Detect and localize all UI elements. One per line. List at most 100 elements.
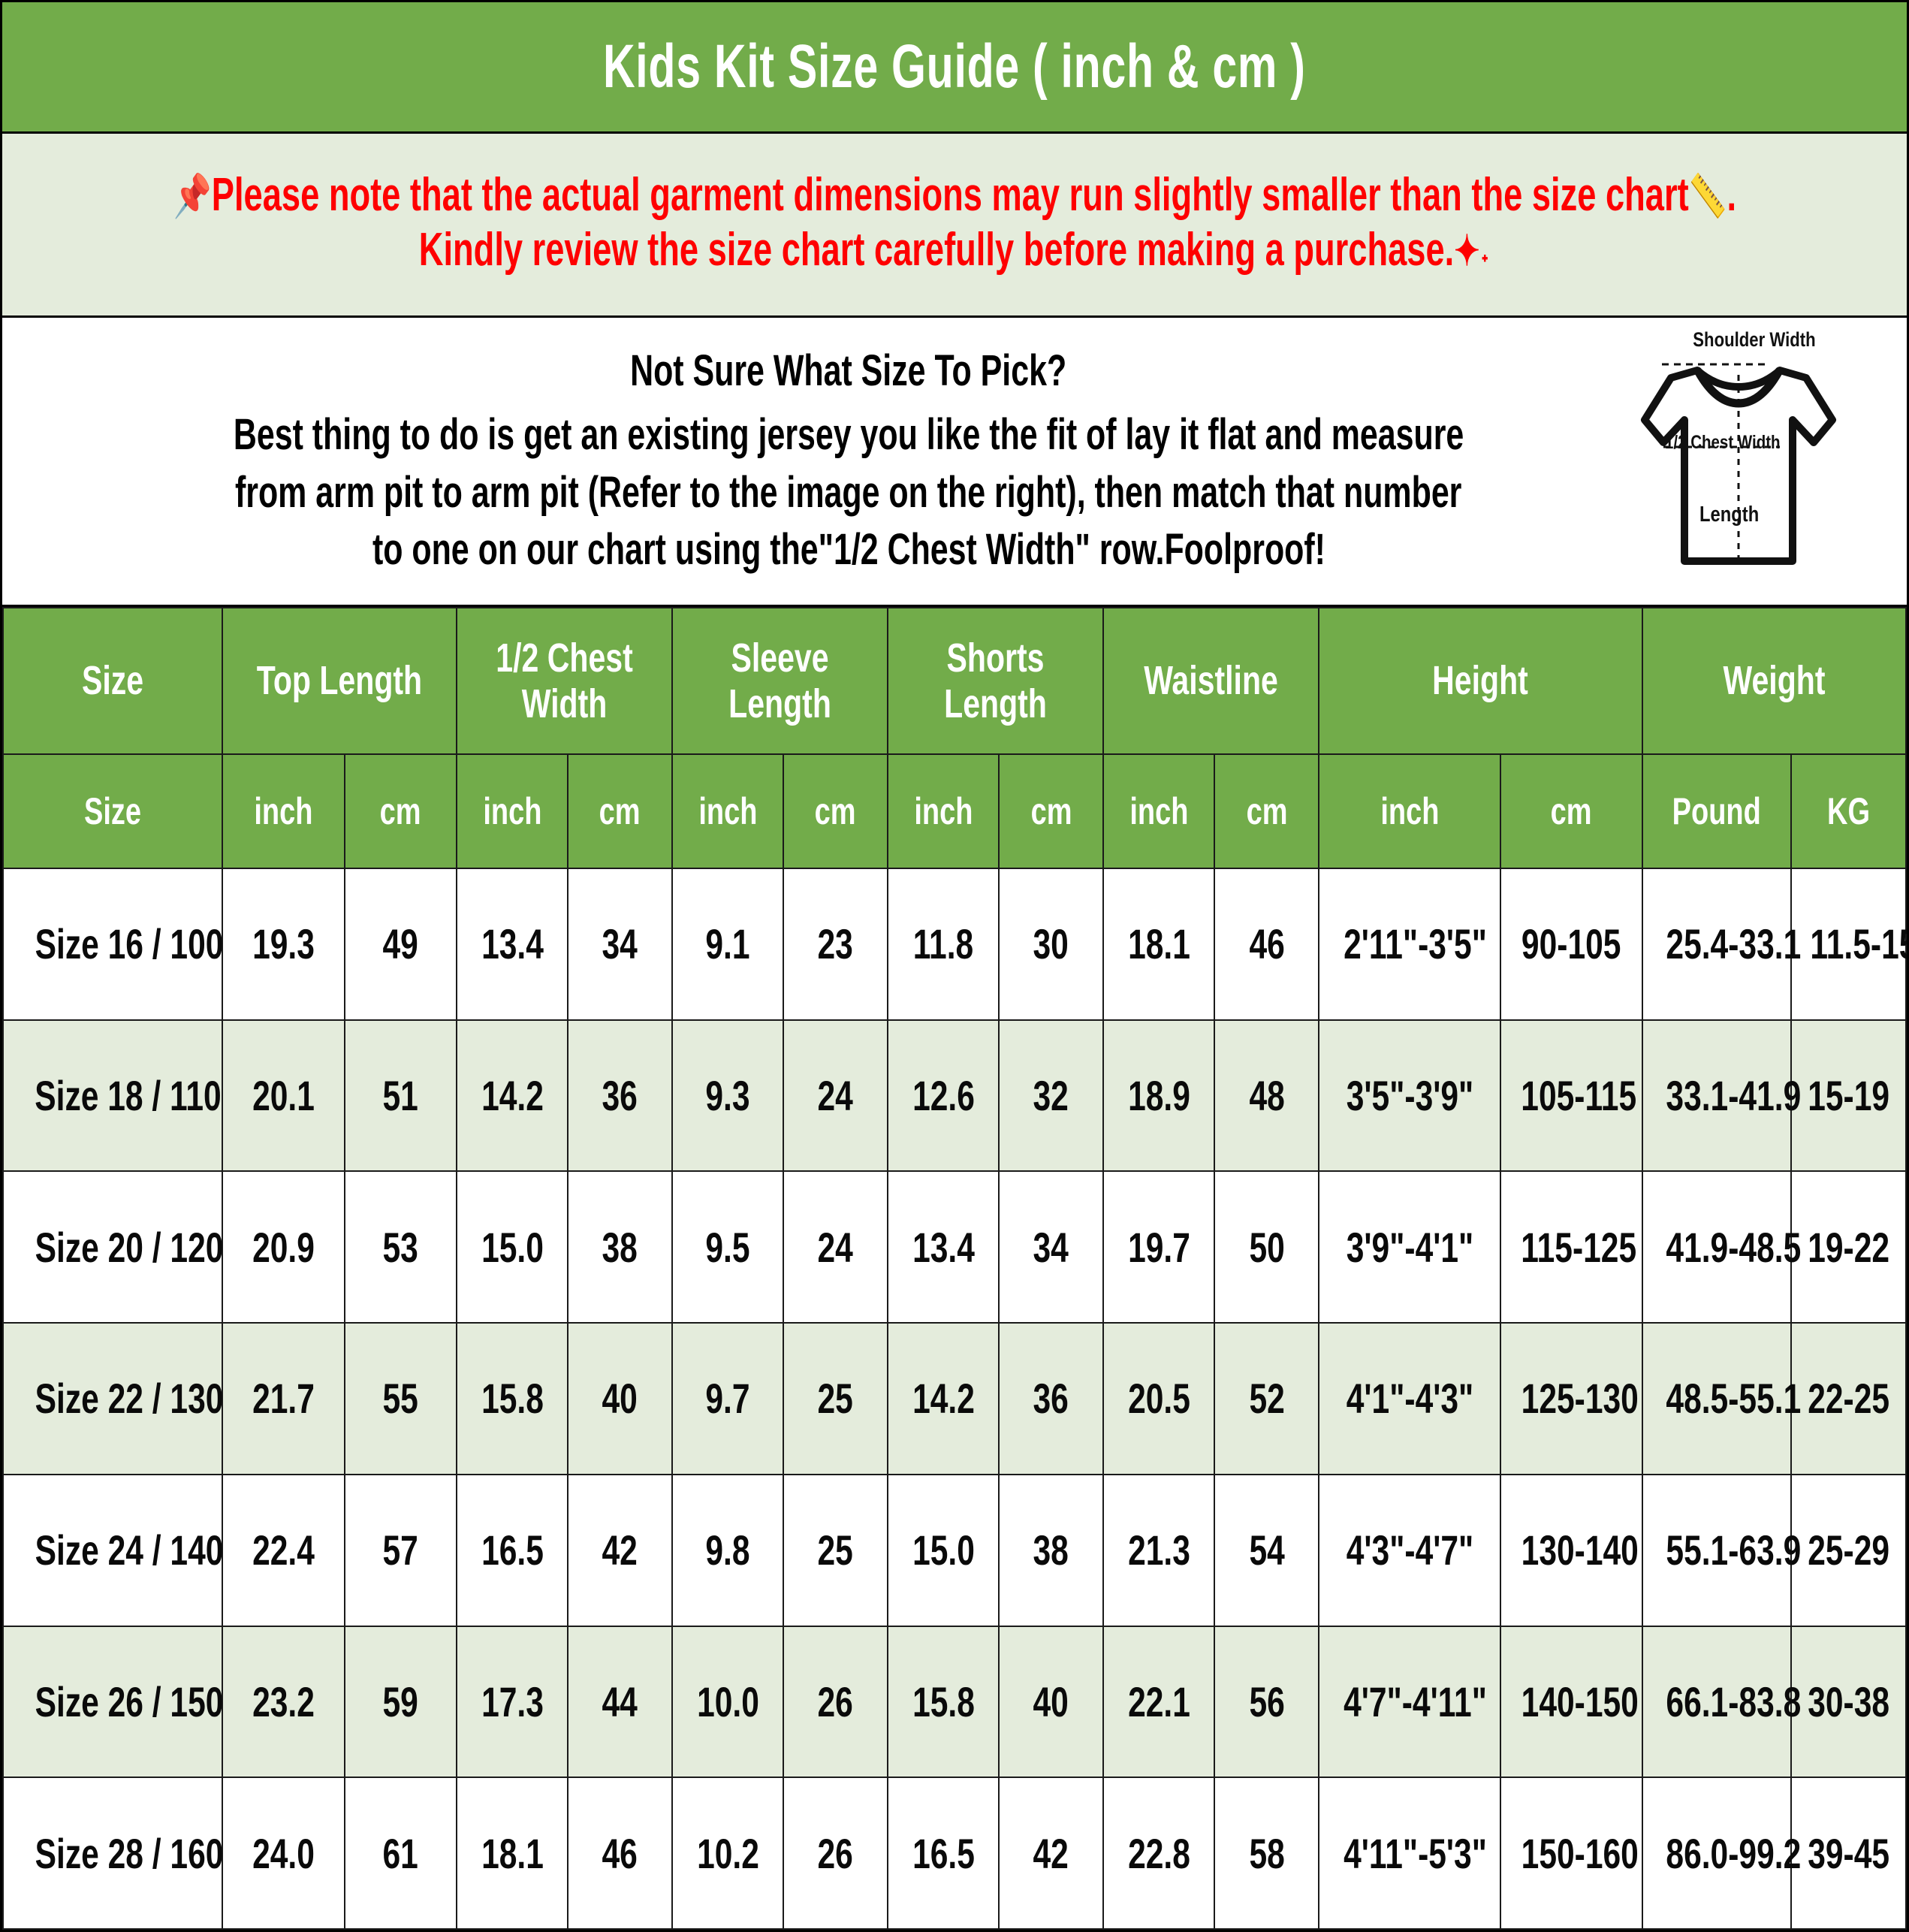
unit-header-label: inch	[254, 790, 313, 832]
column-group-header-label: Size	[81, 658, 144, 704]
measurement-cell: 15.8	[455, 1322, 569, 1475]
measurement-cell: 55.1-63.9	[1641, 1473, 1801, 1627]
measurement-cell: 20.5	[1102, 1322, 1216, 1475]
size-label-cell: Size 22 / 130	[2, 1322, 223, 1475]
cell-value: 3'9"-4'1"	[1346, 1223, 1473, 1271]
measurement-cell: 14.2	[886, 1322, 1000, 1475]
measurement-cell: 46	[567, 1777, 673, 1930]
measurement-cell: 14.2	[455, 1019, 569, 1173]
cell-value: 4'11"-5'3"	[1344, 1829, 1487, 1877]
half-chest-width-label: 1/2 Chest Width	[1665, 432, 1781, 453]
measurement-cell: 13.4	[455, 868, 569, 1021]
measurement-cell: 48.5-55.1	[1641, 1322, 1801, 1475]
measurement-cell: 105-115	[1500, 1019, 1643, 1173]
column-group-header-label: Weight	[1723, 658, 1826, 704]
unit-header-label: cm	[380, 790, 421, 832]
unit-header-cell: KG	[1790, 753, 1907, 869]
measurement-cell: 52	[1214, 1322, 1319, 1475]
measurement-cell: 15.0	[886, 1473, 1000, 1627]
page-title: Kids Kit Size Guide ( inch & cm )	[603, 32, 1306, 101]
cell-value: 16.5	[912, 1829, 975, 1877]
cell-value: 22.4	[252, 1526, 315, 1574]
cell-value: Size 26 / 150	[35, 1677, 224, 1725]
measurement-cell: 15.0	[455, 1170, 569, 1324]
measurement-cell: 3'9"-4'1"	[1317, 1170, 1502, 1324]
measurement-cell: 21.3	[1102, 1473, 1216, 1627]
table-row: Size 26 / 150 23.2 59 17.3 44 10.0 26 15.8 40 22.…	[2, 1625, 1907, 1779]
cell-value: 59	[382, 1677, 419, 1725]
notice-line-2-text: Kindly review the size chart carefully b…	[418, 224, 1455, 276]
measurement-cell: 48	[1214, 1019, 1319, 1173]
unit-header-cell: cm	[783, 753, 888, 869]
measurement-cell: 9.3	[671, 1019, 785, 1173]
cell-value: 17.3	[481, 1677, 544, 1725]
unit-header-cell: cm	[344, 753, 457, 869]
cell-value: 19.3	[252, 920, 315, 968]
cell-value: 22.1	[1127, 1677, 1190, 1725]
cell-value: 23	[817, 920, 854, 968]
unit-header-label: cm	[815, 790, 857, 832]
table-head: Size Top Length 1/2 Chest Width Sleeve Leng…	[2, 607, 1907, 869]
column-group-header: Sleeve Length	[671, 607, 888, 755]
cell-value: 50	[1249, 1223, 1285, 1271]
cell-value: 13.4	[481, 920, 544, 968]
unit-header-cell: inch	[1102, 753, 1216, 869]
column-group-header: Top Length	[222, 607, 457, 755]
measurement-cell: 13.4	[886, 1170, 1000, 1324]
cell-value: 25-29	[1807, 1526, 1889, 1574]
measurement-cell: 30-38	[1790, 1625, 1907, 1779]
column-group-header: Shorts Length	[886, 607, 1104, 755]
cell-value: 105-115	[1521, 1072, 1637, 1120]
notice-band: 📌Please note that the actual garment dim…	[2, 134, 1907, 318]
cell-value: 25.4-33.1	[1665, 920, 1801, 968]
measurement-cell: 19.7	[1102, 1170, 1216, 1324]
table-row: Size 22 / 130 21.7 55 15.8 40 9.7 25 14.2 36 20.5…	[2, 1322, 1907, 1475]
measurement-cell: 19-22	[1790, 1170, 1907, 1324]
measurement-cell: 42	[567, 1473, 673, 1627]
measurement-cell: 150-160	[1500, 1777, 1643, 1930]
measurement-cell: 17.3	[455, 1625, 569, 1779]
cell-value: 54	[1249, 1526, 1285, 1574]
tshirt-diagram: Shoulder Width 1/2 Chest Width Length	[1626, 328, 1874, 599]
measurement-cell: 20.9	[221, 1170, 346, 1324]
cell-value: 46	[602, 1829, 638, 1877]
measurement-cell: 25	[783, 1473, 888, 1627]
unit-header-label: cm	[1030, 790, 1072, 832]
cell-value: 42	[1033, 1829, 1069, 1877]
measurement-cell: 86.0-99.2	[1641, 1777, 1801, 1930]
cell-value: 40	[602, 1375, 638, 1423]
cell-value: 13.4	[912, 1223, 975, 1271]
cell-value: 12.6	[912, 1072, 975, 1120]
cell-value: 14.2	[912, 1375, 975, 1423]
measurement-cell: 51	[344, 1019, 457, 1173]
measurement-cell: 22.8	[1102, 1777, 1216, 1930]
unit-header-label: KG	[1826, 790, 1870, 832]
column-group-header-label: Top Length	[256, 658, 423, 704]
cell-value: 66.1-83.8	[1665, 1677, 1801, 1725]
measurement-cell: 23	[783, 868, 888, 1021]
measurement-cell: 25	[783, 1322, 888, 1475]
cell-value: 9.8	[705, 1526, 750, 1574]
cell-value: 38	[1033, 1526, 1069, 1574]
measurement-cell: 57	[344, 1473, 457, 1627]
cell-value: 18.9	[1127, 1072, 1190, 1120]
ruler-icon: 📏	[1688, 171, 1727, 219]
cell-value: 21.7	[252, 1375, 315, 1423]
cell-value: 9.5	[705, 1223, 750, 1271]
measurement-cell: 40	[567, 1322, 673, 1475]
size-table: Size Top Length 1/2 Chest Width Sleeve Leng…	[2, 607, 1907, 1930]
cell-value: 21.3	[1127, 1526, 1190, 1574]
measurement-cell: 50	[1214, 1170, 1319, 1324]
cell-value: 4'1"-4'3"	[1346, 1375, 1473, 1423]
column-group-header-label: 1/2 Chest Width	[496, 635, 633, 726]
measurement-cell: 12.6	[886, 1019, 1000, 1173]
column-group-header-label: Height	[1432, 658, 1529, 704]
cell-value: 150-160	[1521, 1829, 1639, 1877]
cell-value: Size 18 / 110	[35, 1072, 222, 1120]
cell-value: 61	[382, 1829, 419, 1877]
instruction-text-block: Not Sure What Size To Pick? Best thing t…	[2, 343, 1907, 579]
column-group-header-label: Shorts Length	[944, 635, 1047, 726]
cell-value: 25	[817, 1526, 854, 1574]
table-row: Size 16 / 100 19.3 49 13.4 34 9.1 23 11.8 30 18.1…	[2, 868, 1907, 1021]
measurement-cell: 41.9-48.5	[1641, 1170, 1801, 1324]
